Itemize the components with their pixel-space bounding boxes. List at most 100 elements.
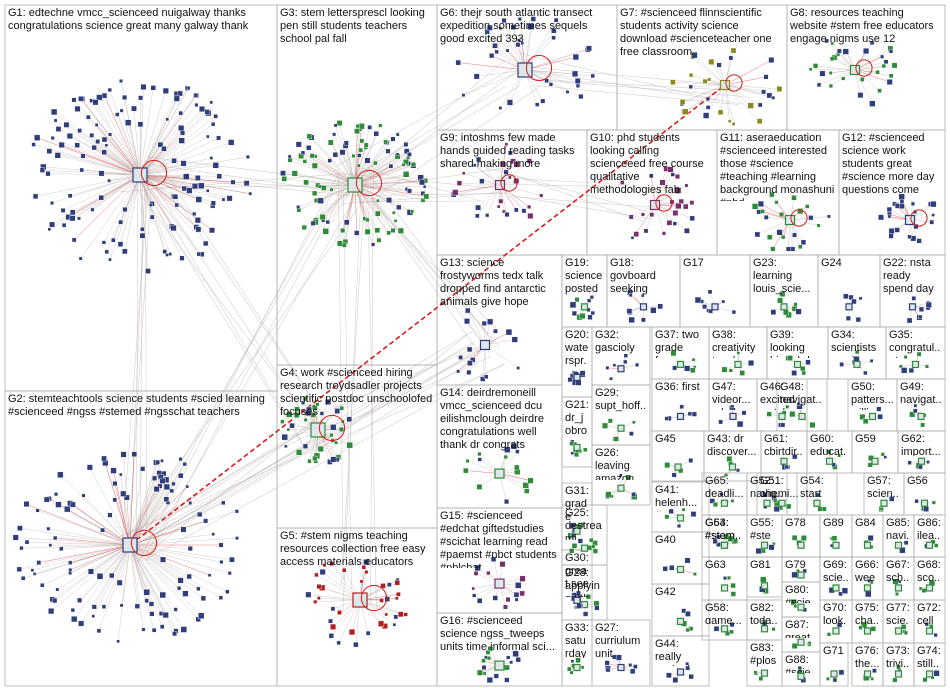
vertex-node [877,88,882,93]
vertex-node [108,132,113,137]
vertex-node [50,201,54,205]
group-edge [129,489,157,546]
vertex-node [78,620,85,627]
vertex-node [792,454,798,460]
vertex-node [407,152,412,157]
vertex-node [504,212,510,218]
vertex-node [378,123,383,128]
group-edge [139,95,197,176]
group-edge [82,155,141,176]
hub-node-g85 [894,541,903,549]
group-edge [139,165,216,176]
group-edge [354,184,413,212]
vertex-node [760,576,767,583]
hub-node-g51 [778,499,786,507]
vertex-node [730,47,737,54]
vertex-node [626,308,633,314]
vertex-node [506,99,513,106]
vertex-node [119,108,124,113]
hub-node-g3 [347,177,363,193]
vertex-node [826,449,832,455]
vertex-node [388,163,394,169]
hub-node-g50 [868,412,877,421]
vertex-node [903,355,908,360]
vertex-node [827,214,831,219]
vertex-node [47,227,52,232]
vertex-node [829,56,835,61]
vertex-node [281,176,288,182]
vertex-node [365,630,371,636]
vertex-node [110,467,117,474]
vertex-node [684,557,691,564]
vertex-node [54,152,61,159]
vertex-node [516,366,520,370]
inter-group-edge [138,175,338,561]
group-edge [354,127,370,186]
self-loop-g7 [725,74,743,92]
group-edge [724,84,774,99]
hub-node-g43 [728,463,737,471]
group-edge [139,174,202,187]
vertex-node [173,95,180,102]
vertex-node [330,606,336,612]
vertex-node [918,306,924,312]
vertex-node [668,508,674,514]
vertex-node [325,219,330,225]
hub-node-g7 [719,79,731,91]
vertex-node [544,78,549,83]
vertex-node [570,451,574,455]
vertex-node [586,45,592,52]
hub-node-g36 [676,412,685,421]
vertex-node [690,511,697,517]
vertex-node [171,481,176,486]
group-cell-g87 [781,616,821,653]
vertex-node [755,547,762,555]
vertex-node [845,315,851,321]
vertex-node [793,604,798,609]
vertex-node [394,580,401,586]
vertex-node [122,207,128,212]
vertex-node [157,141,164,148]
vertex-node [573,452,579,458]
vertex-node [122,94,128,100]
group-cell-g17 [679,254,751,328]
group-cell-g47 [708,378,758,432]
group-edge [80,98,141,176]
group-edge [455,184,501,193]
inter-group-edge [138,178,304,448]
vertex-node [301,400,306,405]
group-edge [139,124,214,176]
vertex-node [311,404,318,411]
vertex-node [144,598,149,603]
vertex-node [343,219,350,226]
vertex-node [476,484,483,490]
vertex-node [367,124,373,130]
inter-group-edge [128,192,152,533]
vertex-node [96,573,104,580]
vertex-node [830,41,835,46]
vertex-node [766,92,773,99]
vertex-node [666,672,672,679]
vertex-node [69,209,76,216]
vertex-node [207,573,212,577]
vertex-node [630,236,635,240]
group-edge [854,69,873,104]
vertex-node [841,76,846,81]
vertex-node [899,203,905,209]
group-edge [690,84,726,88]
vertex-node [881,63,886,69]
vertex-node [116,579,123,586]
vertex-node [887,214,892,219]
hub-node-g37 [676,360,685,369]
hub-node-g1 [132,167,148,183]
vertex-node [107,512,113,518]
group-edge [139,174,187,177]
group-cell-g20 [561,326,593,398]
group-edge [854,48,891,71]
vertex-node [170,224,177,232]
hub-node-g66 [863,584,872,592]
vertex-node [68,567,73,572]
group-edge [129,544,210,576]
group-edge [103,544,131,607]
vertex-node [476,598,483,604]
